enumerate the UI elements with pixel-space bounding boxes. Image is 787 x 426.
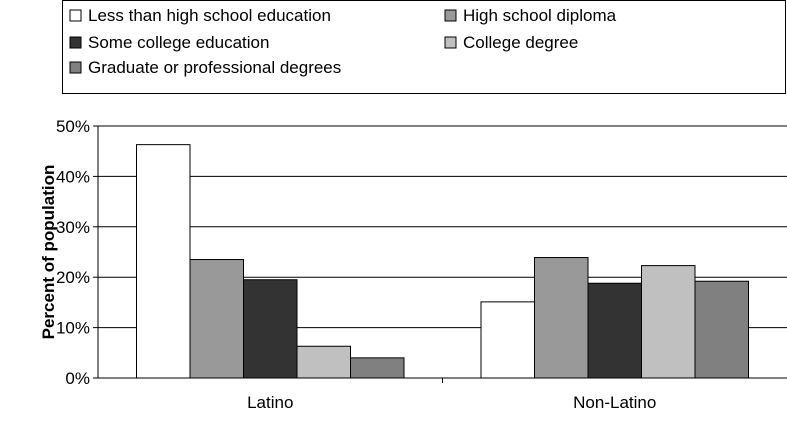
- legend-swatch-graduate-or-professional-degrees: [69, 61, 82, 74]
- x-category-label-non-latino: Non-Latino: [573, 393, 656, 412]
- bar-non-latino-graduate-or-professional-degrees: [694, 280, 749, 379]
- bar-non-latino-less-than-high-school-education: [480, 301, 535, 379]
- y-tick-label: 50%: [56, 117, 90, 136]
- legend-swatch-less-than-high-school-education: [69, 9, 82, 22]
- legend: Less than high school education High scho…: [62, 0, 786, 94]
- bar-non-latino-college-degree: [641, 265, 696, 379]
- legend-label-less-than-high-school-education: Less than high school education: [88, 6, 331, 25]
- bar-non-latino-some-college-education: [587, 282, 642, 379]
- bar-non-latino-high-school-diploma: [534, 257, 589, 379]
- legend-swatch-some-college-education: [69, 36, 82, 49]
- y-tick-label: 10%: [56, 319, 90, 338]
- x-category-label-latino: Latino: [247, 393, 293, 412]
- axes: 0% 10% 20% 30% 40% 50% Latino Non-Latino: [56, 117, 787, 412]
- legend-label-graduate-or-professional-degrees: Graduate or professional degrees: [88, 58, 341, 77]
- y-tick-label: 20%: [56, 268, 90, 287]
- bar-latino-less-than-high-school-education: [136, 144, 191, 379]
- legend-label-college-degree: College degree: [463, 33, 578, 52]
- y-axis-label: Percent of population: [39, 165, 58, 340]
- y-tick-label: 30%: [56, 218, 90, 237]
- legend-box: [62, 0, 786, 94]
- bar-latino-high-school-diploma: [189, 259, 244, 379]
- legend-swatch-high-school-diploma: [444, 9, 457, 22]
- y-tick-label: 40%: [56, 167, 90, 186]
- bar-latino-graduate-or-professional-degrees: [350, 357, 405, 379]
- bars: [136, 144, 749, 379]
- y-tick-label: 0%: [65, 369, 90, 388]
- bar-latino-college-degree: [296, 345, 351, 379]
- legend-label-high-school-diploma: High school diploma: [463, 6, 617, 25]
- legend-label-some-college-education: Some college education: [88, 33, 269, 52]
- bar-latino-some-college-education: [243, 279, 298, 379]
- legend-swatch-college-degree: [444, 36, 457, 49]
